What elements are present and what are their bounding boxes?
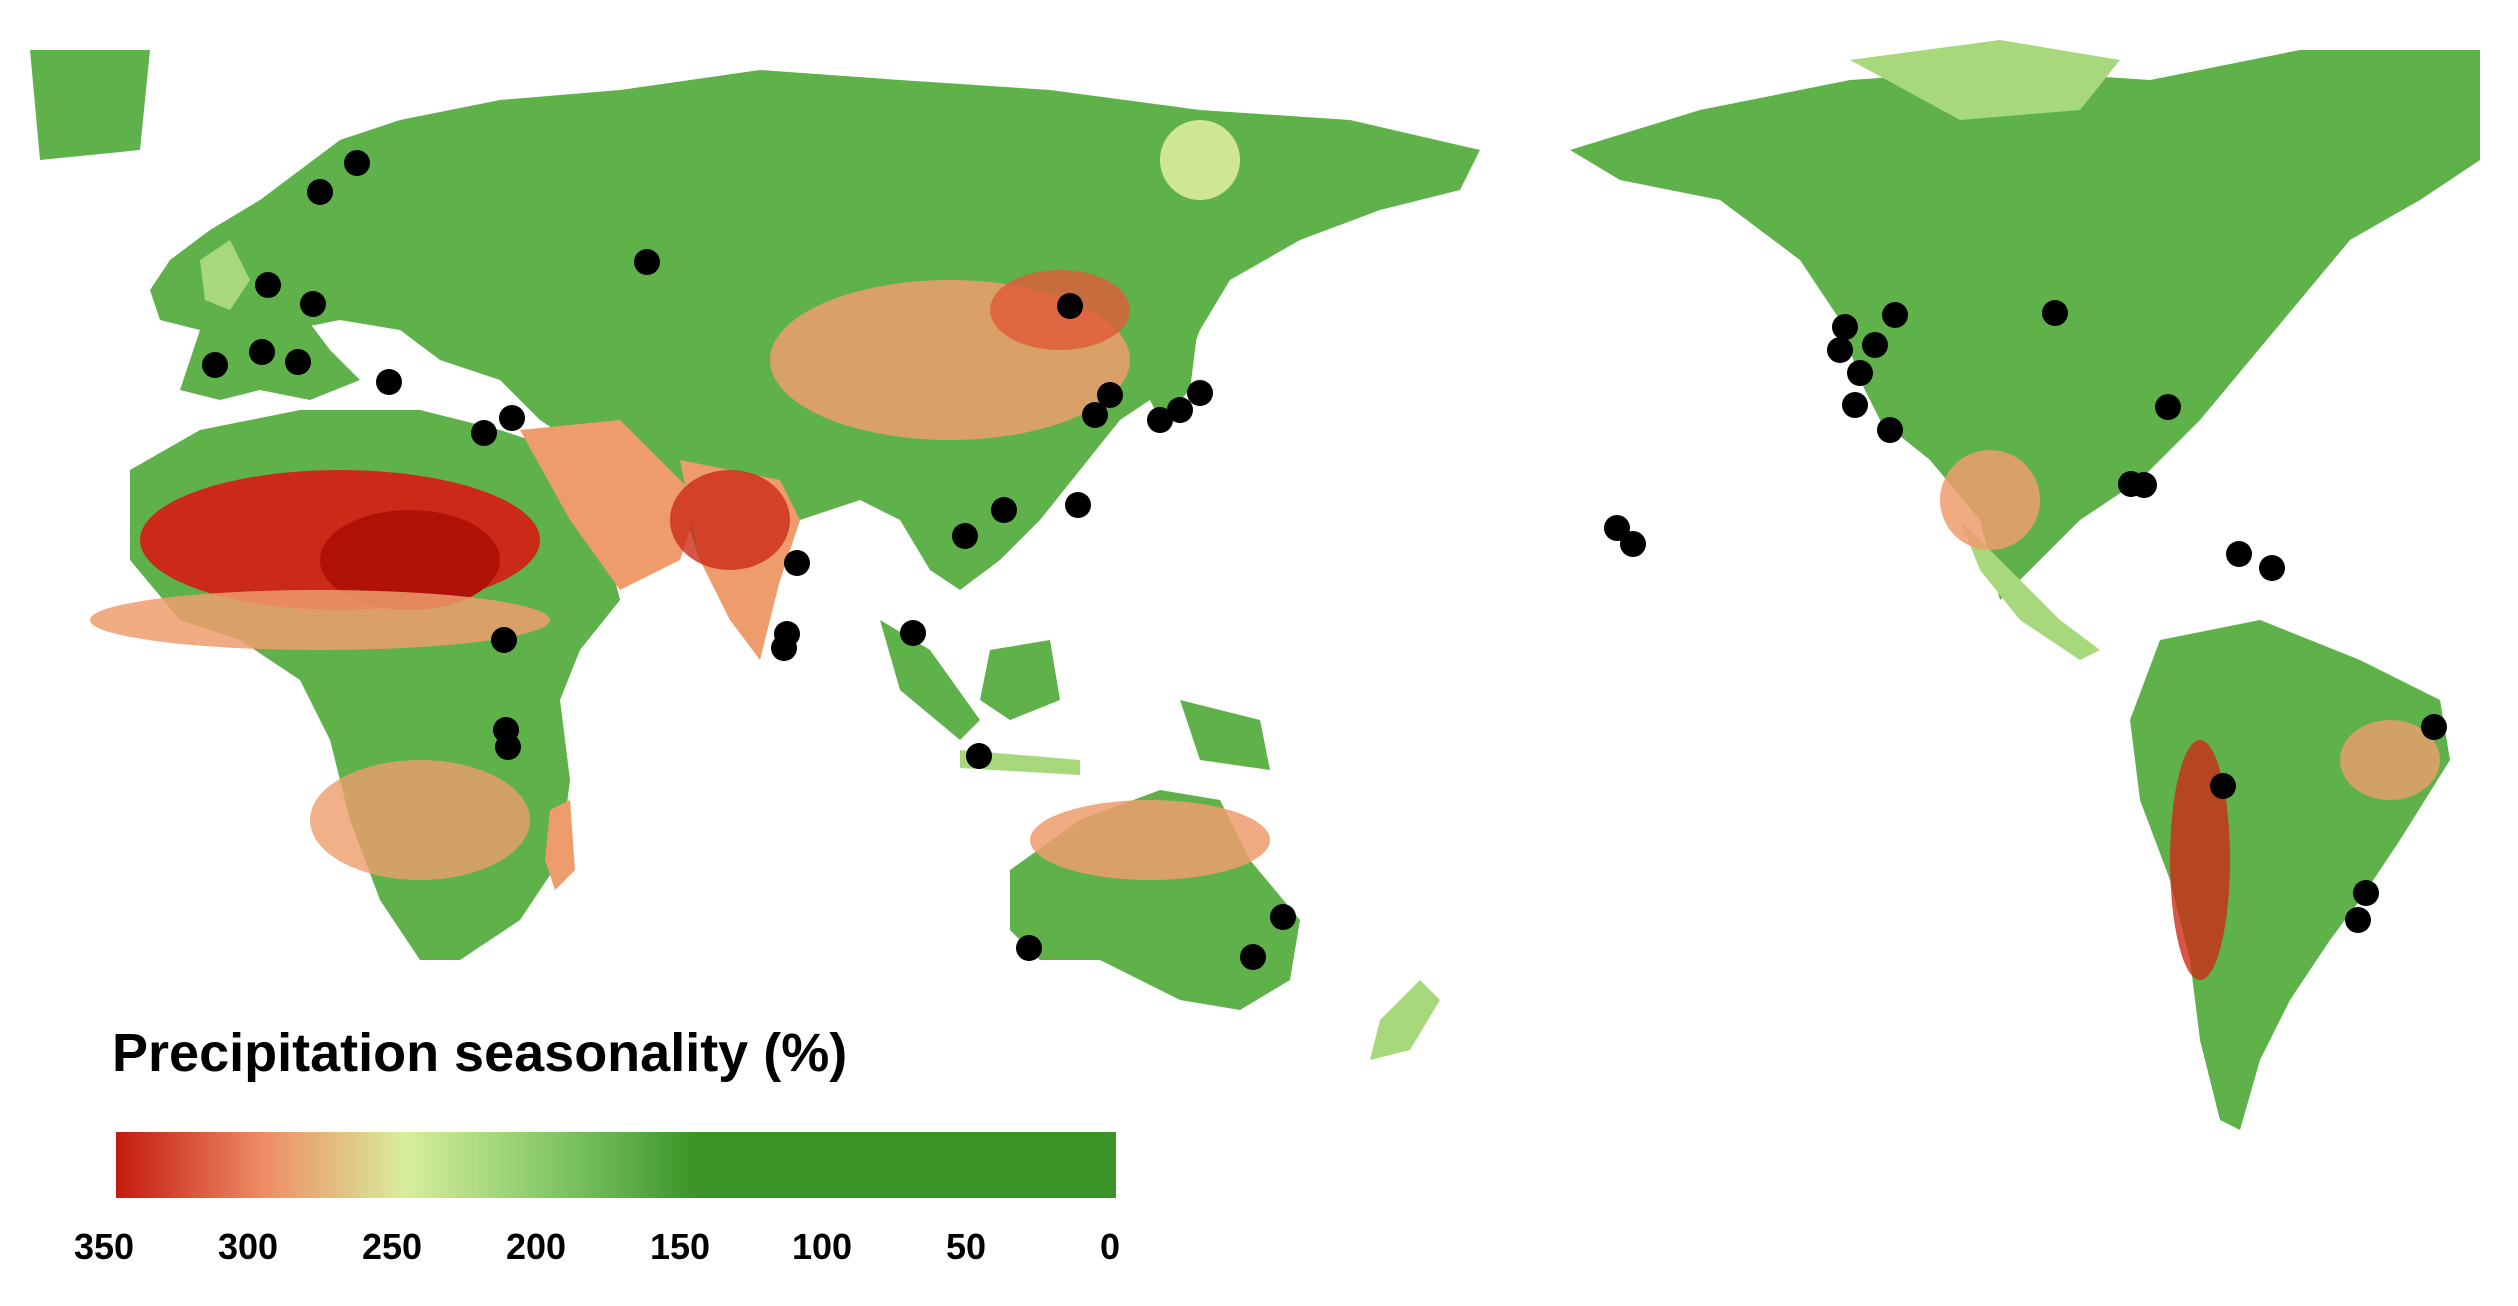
northern-australia-hotspot — [1030, 800, 1270, 880]
site-marker — [1842, 392, 1868, 418]
tick-label: 200 — [505, 1226, 567, 1267]
site-marker — [307, 179, 333, 205]
site-marker — [900, 620, 926, 646]
site-marker — [2259, 555, 2285, 581]
tick-label: 50 — [945, 1226, 987, 1267]
site-marker — [499, 405, 525, 431]
tick-label: 350 — [73, 1226, 135, 1267]
scandinavia-landmass — [280, 150, 390, 270]
site-marker — [2210, 773, 2236, 799]
tick-label: 250 — [361, 1226, 423, 1267]
site-marker — [255, 272, 281, 298]
new-zealand-landmass — [1370, 980, 1440, 1060]
site-marker — [1167, 397, 1193, 423]
site-marker — [2353, 880, 2379, 906]
color-scale-bar — [116, 1132, 1116, 1198]
site-marker — [966, 743, 992, 769]
brazil-ne-hotspot — [2340, 720, 2440, 800]
site-marker — [1057, 293, 1083, 319]
site-marker — [2226, 541, 2252, 567]
site-marker — [1082, 402, 1108, 428]
study-sites — [202, 150, 2447, 970]
india-hotspot — [670, 470, 790, 570]
site-marker — [344, 150, 370, 176]
site-marker — [991, 497, 1017, 523]
mexico-hotspot — [1940, 450, 2040, 550]
site-marker — [1847, 360, 1873, 386]
british-isles-landmass — [200, 240, 250, 310]
site-marker — [1832, 314, 1858, 340]
arabia-landmass — [520, 420, 700, 590]
legend-title: Precipitation seasonality (%) — [112, 1023, 848, 1083]
site-marker — [202, 352, 228, 378]
site-marker — [249, 339, 275, 365]
site-marker — [1016, 935, 1042, 961]
site-marker — [2155, 394, 2181, 420]
site-marker — [1604, 515, 1630, 541]
japan-landmass — [1140, 300, 1200, 420]
andes-hotspot — [2170, 740, 2230, 980]
site-marker — [1097, 382, 1123, 408]
borneo-landmass — [980, 640, 1060, 720]
site-marker — [471, 420, 497, 446]
site-marker — [1187, 380, 1213, 406]
site-marker — [1882, 302, 1908, 328]
north-america-landmass — [1570, 50, 2480, 600]
site-marker — [1270, 904, 1296, 930]
site-marker — [300, 291, 326, 317]
central-america-landmass — [1960, 520, 2100, 660]
tick-label: 100 — [791, 1226, 853, 1267]
site-marker — [1240, 944, 1266, 970]
site-marker — [1620, 531, 1646, 557]
sumatra-landmass — [880, 620, 980, 740]
site-marker — [1147, 407, 1173, 433]
sahel-band — [90, 590, 550, 650]
seasonality-hotspots — [90, 120, 2440, 980]
new-guinea-landmass — [1180, 700, 1270, 770]
siberia-pale — [1160, 120, 1240, 200]
color-scale-gradient — [116, 1132, 1116, 1198]
site-marker — [1065, 492, 1091, 518]
site-marker — [2042, 300, 2068, 326]
site-marker — [2131, 472, 2157, 498]
site-marker — [2345, 907, 2371, 933]
site-marker — [771, 635, 797, 661]
site-marker — [1877, 417, 1903, 443]
site-marker — [285, 349, 311, 375]
tick-label: 300 — [217, 1226, 279, 1267]
site-marker — [1827, 337, 1853, 363]
madagascar-landmass — [545, 800, 575, 890]
southern-africa-hotspot — [310, 760, 530, 880]
site-marker — [952, 523, 978, 549]
tick-label: 150 — [649, 1226, 711, 1267]
tick-label: 0 — [1099, 1226, 1121, 1267]
iceland-landmass — [30, 50, 150, 160]
site-marker — [634, 249, 660, 275]
site-marker — [2421, 714, 2447, 740]
site-marker — [495, 734, 521, 760]
site-marker — [376, 369, 402, 395]
arctic-archipelago-landmass — [1850, 40, 2120, 120]
site-marker — [1862, 332, 1888, 358]
site-marker — [491, 627, 517, 653]
sahara-hotspot-center — [320, 510, 500, 610]
site-marker — [784, 550, 810, 576]
